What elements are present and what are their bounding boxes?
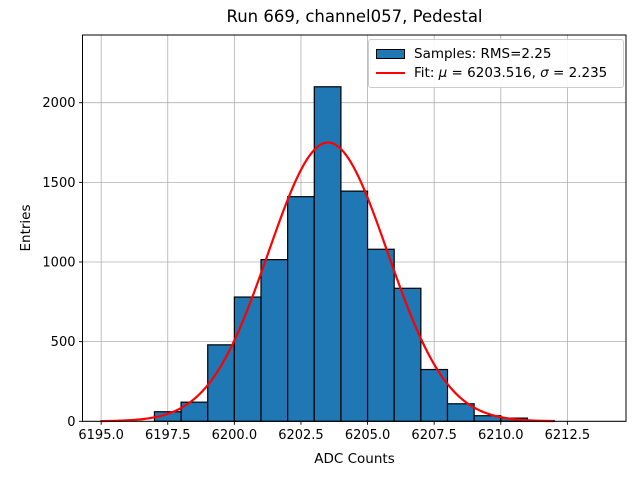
y-tick-label: 1500 — [42, 176, 75, 191]
histogram-bar — [207, 344, 235, 422]
y-tick-label: 1000 — [42, 256, 75, 271]
legend-box: Samples: RMS=2.25 Fit: μ = 6203.516, σ =… — [368, 39, 624, 88]
fit-mu-value: = 6203.516, — [447, 65, 541, 82]
fit-sigma-value: = 2.235 — [548, 65, 608, 82]
legend-fit-label: Fit: μ = 6203.516, σ = 2.235 — [414, 65, 607, 81]
fit-curve — [100, 141, 555, 423]
x-tick-label: 6205.0 — [345, 428, 391, 443]
legend-entry-samples: Samples: RMS=2.25 — [376, 44, 615, 64]
y-tick-label: 2000 — [42, 96, 75, 111]
x-tick-label: 6197.5 — [145, 428, 191, 443]
x-tick-label: 6195.0 — [78, 428, 124, 443]
samples-swatch-icon — [376, 48, 405, 59]
histogram-bar — [313, 86, 342, 422]
histogram-bar — [366, 248, 395, 422]
x-tick-label: 6200.0 — [212, 428, 258, 443]
legend-samples-label: Samples: RMS=2.25 — [414, 45, 552, 62]
x-tick-label: 6210.0 — [478, 428, 524, 443]
x-tick-label: 6212.5 — [545, 428, 591, 443]
legend-entry-fit: Fit: μ = 6203.516, σ = 2.235 — [376, 64, 615, 84]
y-tick-label: 0 — [67, 415, 75, 430]
x-tick-label: 6202.5 — [278, 428, 324, 443]
y-axis-label: Entries — [18, 204, 34, 252]
x-tick-label: 6207.5 — [411, 428, 457, 443]
mu-symbol: μ — [438, 65, 448, 82]
sigma-symbol: σ — [540, 65, 549, 82]
y-tick-label: 500 — [51, 335, 76, 350]
x-axis-label: ADC Counts — [314, 451, 395, 467]
chart-title: Run 669, channel057, Pedestal — [226, 7, 483, 26]
axes-frame — [82, 34, 627, 422]
histogram-bar — [287, 196, 315, 422]
fit-line-icon — [376, 72, 405, 75]
histogram-bar — [340, 190, 369, 422]
histogram-bar — [233, 296, 262, 422]
fit-label-prefix: Fit: — [414, 65, 439, 82]
histogram-bar — [260, 259, 289, 422]
